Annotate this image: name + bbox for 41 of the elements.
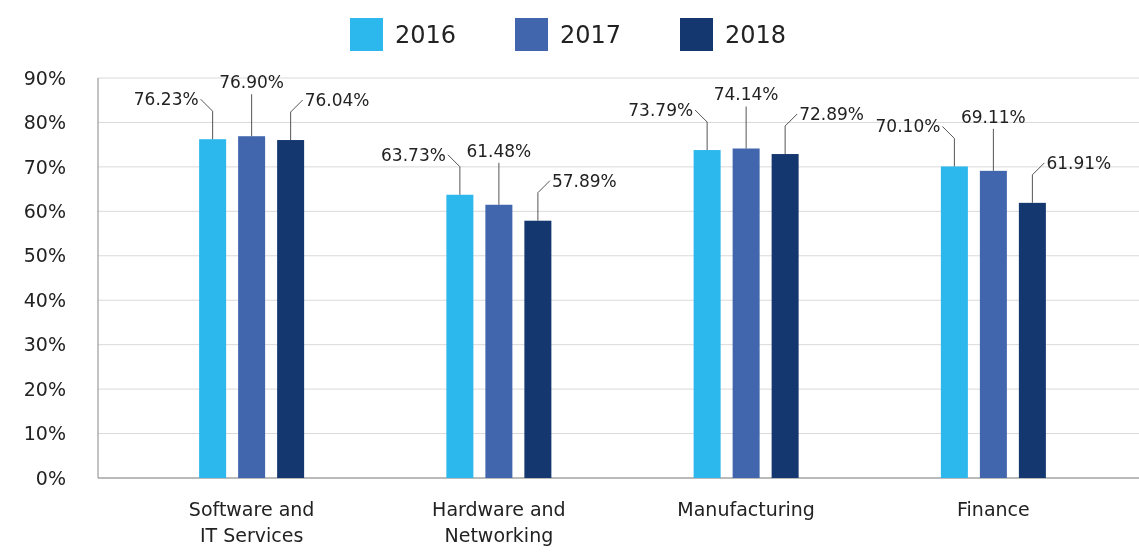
y-tick-label: 40% xyxy=(23,288,66,311)
x-tick-label: Hardware and Networking xyxy=(432,498,566,546)
bar xyxy=(524,220,552,478)
data-label: 73.79% xyxy=(628,100,694,121)
data-label: 57.89% xyxy=(551,170,617,191)
data-label: 70.10% xyxy=(875,116,941,137)
bar xyxy=(277,140,305,478)
bar xyxy=(199,139,227,478)
data-label: 61.48% xyxy=(466,140,532,161)
x-tick-label: Manufacturing xyxy=(677,498,815,520)
bar xyxy=(940,166,968,478)
y-tick-label: 10% xyxy=(23,422,66,445)
bar xyxy=(979,170,1007,478)
bar xyxy=(732,148,760,478)
y-tick-label: 50% xyxy=(23,244,66,267)
data-label: 76.04% xyxy=(304,90,370,111)
y-tick-label: 60% xyxy=(23,199,66,222)
legend-label: 2016 xyxy=(395,21,457,50)
y-tick-label: 30% xyxy=(23,333,66,356)
bar xyxy=(485,204,513,478)
legend-label: 2017 xyxy=(560,21,622,50)
y-tick-label: 0% xyxy=(35,466,66,489)
x-tick-label: Finance xyxy=(957,498,1030,520)
legend-label: 2018 xyxy=(725,21,787,50)
data-label: 76.23% xyxy=(133,89,199,110)
bar xyxy=(771,154,799,478)
data-label: 63.73% xyxy=(381,144,446,165)
y-tick-label: 20% xyxy=(23,377,66,400)
bar xyxy=(238,136,266,478)
x-tick-label: Software and IT Services xyxy=(188,498,315,546)
data-label: 72.89% xyxy=(799,104,864,125)
data-label: 69.11% xyxy=(960,106,1026,127)
data-label: 61.91% xyxy=(1046,152,1112,173)
data-label: 74.14% xyxy=(713,84,779,105)
bar xyxy=(1018,202,1046,478)
y-tick-label: 90% xyxy=(23,66,66,89)
data-label: 76.90% xyxy=(219,72,285,93)
y-tick-label: 80% xyxy=(23,111,66,134)
bar xyxy=(446,194,474,478)
bar xyxy=(693,150,721,478)
y-tick-label: 70% xyxy=(23,155,66,178)
